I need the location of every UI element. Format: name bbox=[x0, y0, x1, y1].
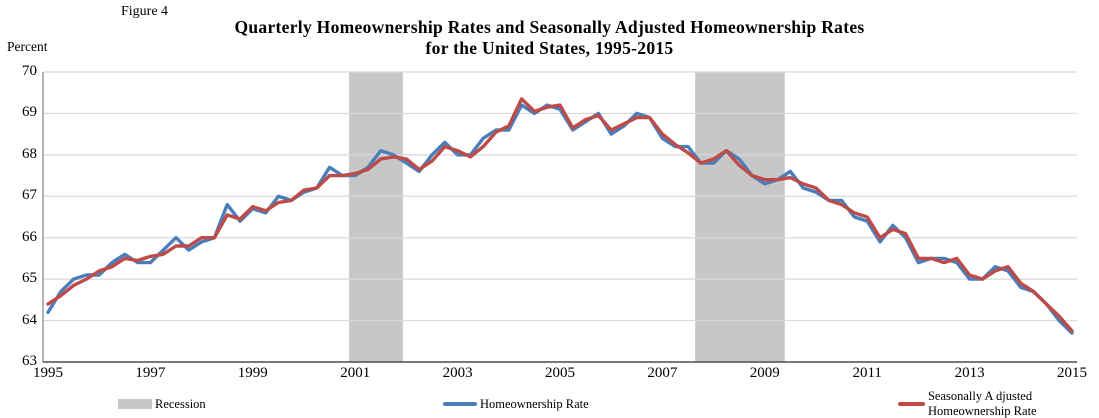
recession-swatch bbox=[118, 399, 152, 409]
y-tick-label: 66 bbox=[22, 228, 37, 245]
y-tick-label: 65 bbox=[22, 270, 37, 287]
figure-number-label: Figure 4 bbox=[121, 4, 169, 19]
y-tick-label: 63 bbox=[22, 353, 37, 369]
y-tick-label: 64 bbox=[22, 311, 37, 328]
recession-band bbox=[349, 72, 403, 362]
x-tick-label: 2011 bbox=[852, 365, 882, 381]
legend-item-homeownership-rate: Homeownership Rate bbox=[443, 395, 589, 413]
x-tick-label: 1999 bbox=[237, 365, 268, 381]
x-tick-label: 2009 bbox=[749, 365, 780, 381]
legend-item-recession: Recession bbox=[118, 395, 206, 413]
x-tick-label: 1995 bbox=[33, 365, 63, 381]
seasonally-adjusted-rate-line bbox=[46, 97, 1074, 333]
chart-title-line2: for the United States, 1995-2015 bbox=[425, 38, 674, 58]
y-tick-label: 67 bbox=[22, 187, 37, 204]
homeownership-rate-line bbox=[46, 103, 1074, 335]
y-axis-unit-label: Percent bbox=[7, 39, 48, 54]
legend-item-seasonally-adjusted: Seasonally A djusted Homeownership Rate bbox=[898, 389, 1099, 418]
recession-band bbox=[695, 72, 785, 362]
legend-label-homeownership-rate: Homeownership Rate bbox=[480, 396, 589, 411]
x-tick-label: 2005 bbox=[545, 365, 575, 381]
x-tick-label: 1997 bbox=[135, 365, 166, 381]
y-tick-label: 69 bbox=[22, 104, 37, 121]
homeownership-rate-swatch bbox=[443, 401, 477, 407]
legend-label-recession: Recession bbox=[155, 396, 206, 411]
y-tick-label: 70 bbox=[22, 63, 37, 79]
x-tick-label: 2001 bbox=[340, 365, 371, 381]
chart-title-line1: Quarterly Homeownership Rates and Season… bbox=[234, 17, 865, 37]
x-tick-label: 2007 bbox=[647, 365, 678, 381]
chart-title: Quarterly Homeownership Rates and Season… bbox=[0, 17, 1099, 59]
x-tick-label: 2015 bbox=[1057, 365, 1087, 381]
x-tick-label: 2003 bbox=[442, 365, 473, 381]
seasonally-adjusted-swatch bbox=[898, 401, 925, 407]
legend-label-seasonally-adjusted: Seasonally A djusted Homeownership Rate bbox=[927, 389, 1037, 418]
y-tick-label: 68 bbox=[22, 145, 37, 162]
x-tick-label: 2013 bbox=[954, 365, 985, 381]
